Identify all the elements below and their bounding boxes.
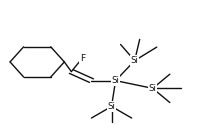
Text: F: F: [79, 54, 85, 63]
Text: Si: Si: [111, 76, 119, 85]
Text: Si: Si: [130, 56, 138, 65]
Text: Si: Si: [107, 102, 115, 111]
Text: Si: Si: [148, 84, 156, 93]
